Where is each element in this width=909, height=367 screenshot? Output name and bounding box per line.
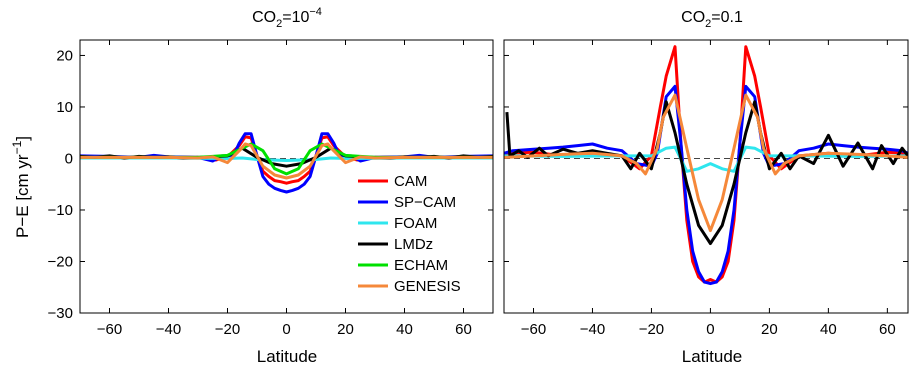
legend-label: FOAM (394, 215, 437, 232)
x-tick-label: −60 (97, 321, 122, 338)
y-tick-label: 10 (56, 99, 73, 116)
series-line-lmdz (505, 100, 908, 245)
legend-label: ECHAM (394, 257, 448, 274)
panel-2-title: CO2=0.1 (681, 9, 743, 30)
plot-frame (503, 39, 909, 314)
x-tick-label: −20 (215, 321, 240, 338)
y-tick-label: −10 (48, 202, 73, 219)
series-line-genesis (504, 93, 908, 233)
x-tick-label: 0 (706, 321, 714, 338)
series-line-echam (80, 142, 493, 176)
panel-2-x-axis-label: Latitude (682, 347, 743, 366)
y-tick-label: 0 (65, 150, 73, 167)
series-line-foam (80, 156, 493, 162)
plot-frame (79, 39, 494, 314)
series-line-sp-cam (504, 84, 908, 286)
panel-1-x-axis-label: Latitude (257, 347, 318, 366)
x-tick-label: −60 (521, 321, 546, 338)
legend-label: GENESIS (394, 278, 461, 295)
x-tick-label: −20 (639, 321, 664, 338)
series-line-genesis (80, 142, 493, 180)
legend-label: LMDz (394, 236, 433, 253)
x-tick-label: 40 (820, 321, 837, 338)
x-tick-label: 60 (455, 321, 472, 338)
x-tick-label: 20 (761, 321, 778, 338)
x-tick-label: 40 (396, 321, 413, 338)
panel-1-plot: −60 −40 −20 0 20 40 60 −30 −20 −10 0 10 20 CAM SP−CAM F… (48, 39, 494, 338)
x-tick-label: 0 (282, 321, 290, 338)
x-tick-label: 20 (337, 321, 354, 338)
panel-2-plot: −60 −40 −20 0 20 40 60 (503, 39, 909, 338)
y-tick-label: −20 (48, 253, 73, 270)
y-tick-label: 20 (56, 47, 73, 64)
x-tick-label: −40 (156, 321, 181, 338)
x-tick-label: −40 (580, 321, 605, 338)
y-axis-label: P−E [cm yr−1] (10, 136, 32, 238)
panel-1-title: CO2=10−4 (252, 6, 322, 30)
legend-label: SP−CAM (394, 194, 456, 211)
legend-label: CAM (394, 173, 427, 190)
x-tick-label: 60 (879, 321, 896, 338)
y-tick-label: −30 (48, 305, 73, 322)
